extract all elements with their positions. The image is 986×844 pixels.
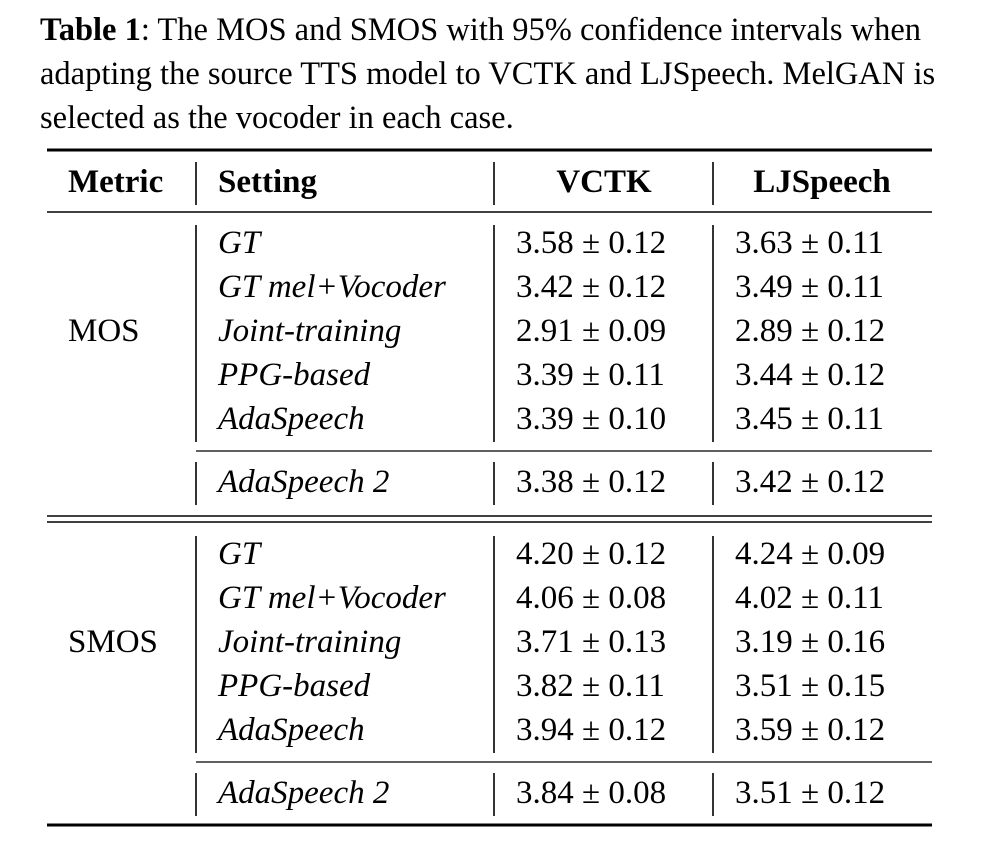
setting-cell: AdaSpeech (216, 401, 365, 437)
value-cell: 3.59 ± 0.12 (735, 712, 885, 748)
setting-cell: PPG-based (217, 668, 371, 704)
header-cell: LJSpeech (753, 164, 891, 200)
value-cell: 3.42 ± 0.12 (735, 464, 885, 500)
value-cell: 3.44 ± 0.12 (735, 357, 885, 393)
value-cell: 3.82 ± 0.11 (516, 668, 665, 704)
value-cell: 3.42 ± 0.12 (516, 269, 666, 305)
value-cell: 4.02 ± 0.11 (735, 580, 884, 616)
setting-cell: GT (218, 225, 263, 261)
caption: Table 1: The MOS and SMOS with 95% confi… (40, 8, 960, 140)
setting-cell: GT mel+Vocoder (218, 269, 446, 305)
value-cell: 3.51 ± 0.12 (735, 775, 885, 811)
value-cell: 3.94 ± 0.12 (516, 712, 666, 748)
setting-cell: Joint-training (218, 313, 401, 349)
value-cell: 4.20 ± 0.12 (516, 536, 666, 572)
value-cell: 4.06 ± 0.08 (516, 580, 666, 616)
setting-cell: AdaSpeech (216, 712, 365, 748)
header-cell: Setting (218, 164, 318, 200)
value-cell: 3.51 ± 0.15 (735, 668, 885, 704)
value-cell: 3.63 ± 0.11 (735, 225, 884, 261)
value-cell: 3.71 ± 0.13 (516, 624, 666, 660)
metric-cell: MOS (68, 313, 140, 349)
metric-cell: SMOS (68, 624, 158, 660)
value-cell: 3.38 ± 0.12 (516, 464, 666, 500)
caption-label: Table 1 (40, 12, 141, 48)
setting-cell: AdaSpeech 2 (216, 464, 389, 500)
value-cell: 2.91 ± 0.09 (516, 313, 666, 349)
setting-cell: AdaSpeech 2 (216, 775, 389, 811)
setting-cell: GT (218, 536, 263, 572)
value-cell: 4.24 ± 0.09 (735, 536, 885, 572)
value-cell: 3.19 ± 0.16 (735, 624, 885, 660)
setting-cell: GT mel+Vocoder (218, 580, 446, 616)
value-cell: 3.84 ± 0.08 (516, 775, 666, 811)
header-cell: VCTK (556, 164, 652, 200)
value-cell: 3.39 ± 0.10 (516, 401, 666, 437)
value-cell: 3.45 ± 0.11 (735, 401, 884, 437)
setting-cell: PPG-based (217, 357, 371, 393)
value-cell: 3.58 ± 0.12 (516, 225, 666, 261)
setting-cell: Joint-training (218, 624, 401, 660)
caption-text: : The MOS and SMOS with 95% confidence i… (40, 12, 936, 136)
value-cell: 2.89 ± 0.12 (735, 313, 885, 349)
value-cell: 3.49 ± 0.11 (735, 269, 884, 305)
header-cell: Metric (68, 164, 163, 200)
value-cell: 3.39 ± 0.11 (516, 357, 665, 393)
